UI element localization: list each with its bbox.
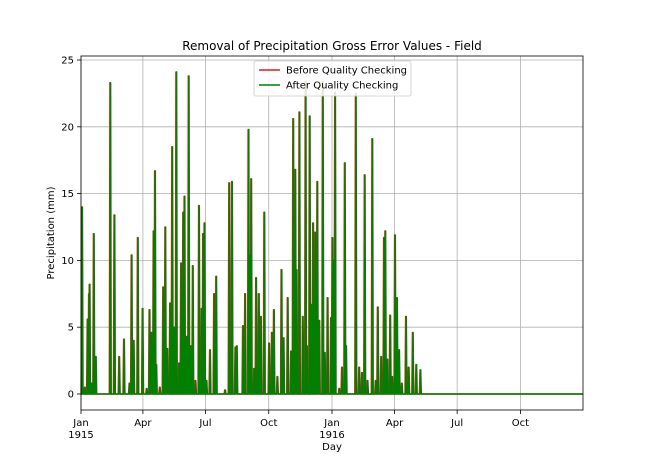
x-tick-label: Jan — [72, 418, 88, 429]
x-tick-label: Jan — [323, 418, 339, 429]
y-tick-label: 5 — [68, 323, 74, 334]
x-tick-year-label: 1916 — [319, 430, 344, 441]
y-tick-label: 15 — [61, 189, 74, 200]
x-axis-label: Day — [322, 442, 342, 453]
chart-title: Removal of Precipitation Gross Error Val… — [182, 39, 482, 53]
y-tick-label: 20 — [61, 122, 74, 133]
legend: Before Quality Checking After Quality Ch… — [253, 60, 412, 97]
series-line-after — [81, 71, 583, 395]
x-tick-label: Oct — [512, 418, 529, 429]
legend-label-after: After Quality Checking — [286, 81, 398, 92]
y-tick-label: 0 — [68, 389, 74, 400]
x-tick-label: Apr — [386, 418, 404, 429]
x-tick-label: Jul — [450, 418, 463, 429]
legend-frame — [253, 60, 412, 97]
y-tick-label: 10 — [61, 256, 74, 267]
legend-label-before: Before Quality Checking — [286, 66, 407, 77]
series-after-quality-checking — [81, 71, 583, 395]
y-axis-label: Precipitation (mm) — [46, 186, 57, 279]
x-tick-label: Apr — [134, 418, 152, 429]
x-tick-year-label: 1915 — [68, 430, 93, 441]
y-tick-label: 25 — [61, 56, 74, 67]
x-tick-label: Jul — [198, 418, 211, 429]
y-axis-ticks: 0 5 10 15 20 25 — [61, 56, 81, 400]
x-tick-label: Oct — [260, 418, 277, 429]
